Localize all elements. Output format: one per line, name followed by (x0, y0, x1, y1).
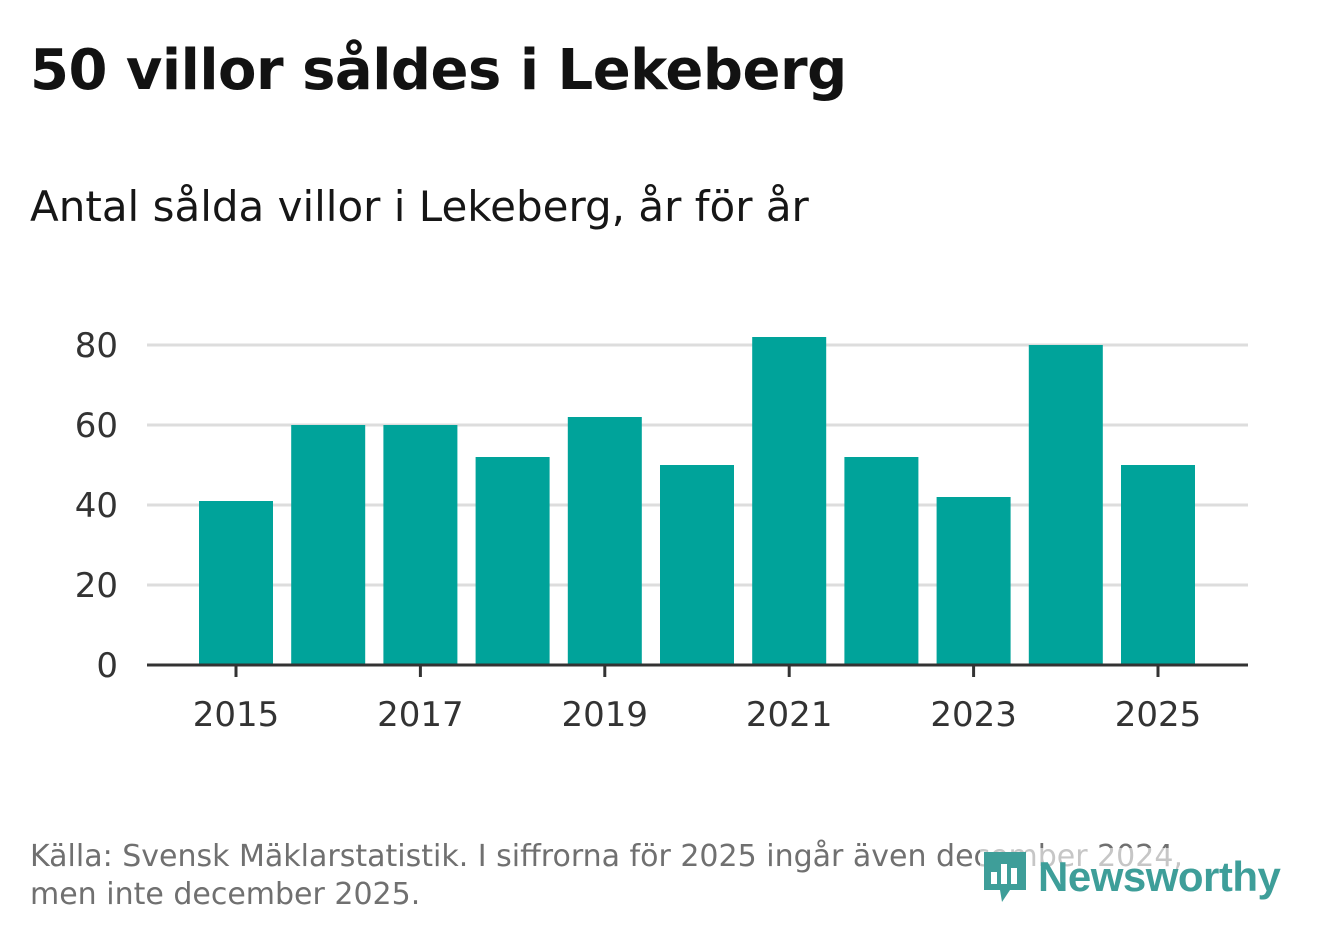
axes: 0 20 40 60 80 2015 2017 2019 2021 2023 2025 (75, 326, 1248, 735)
x-tick-label: 2015 (193, 695, 280, 735)
bar-2020 (660, 465, 734, 665)
chart-subtitle: Antal sålda villor i Lekeberg, år för år (30, 182, 809, 231)
y-tick-label: 20 (75, 566, 118, 606)
bar-2017 (383, 425, 458, 665)
brand-name: Newsworthy (1038, 853, 1281, 900)
y-tick-label: 40 (75, 486, 118, 526)
bar-2018 (475, 457, 550, 665)
y-tick-label: 0 (96, 646, 118, 686)
x-tick-label: 2017 (377, 695, 464, 735)
x-tick-label: 2025 (1115, 695, 1202, 735)
y-tick-label: 80 (75, 326, 118, 366)
newsworthy-logo-icon (984, 852, 1026, 902)
bar-2023 (936, 497, 1011, 665)
bar-2024 (1028, 345, 1103, 665)
x-tick-label: 2019 (562, 695, 649, 735)
bars (199, 337, 1195, 665)
bar-2016 (291, 425, 366, 665)
y-tick-label: 60 (75, 406, 118, 446)
bar-2015 (199, 501, 273, 665)
x-tick-label: 2021 (746, 695, 833, 735)
chart-title: 50 villor såldes i Lekeberg (30, 38, 847, 103)
bar-2025 (1121, 465, 1195, 665)
bar-2022 (844, 457, 919, 665)
brand-logo: Newsworthy (980, 848, 1281, 906)
x-tick-label: 2023 (930, 695, 1017, 735)
bar-chart: 0 20 40 60 80 2015 2017 2019 2021 2023 2025 (75, 326, 1248, 735)
bar-2021 (752, 337, 827, 665)
bar-2019 (567, 417, 642, 665)
